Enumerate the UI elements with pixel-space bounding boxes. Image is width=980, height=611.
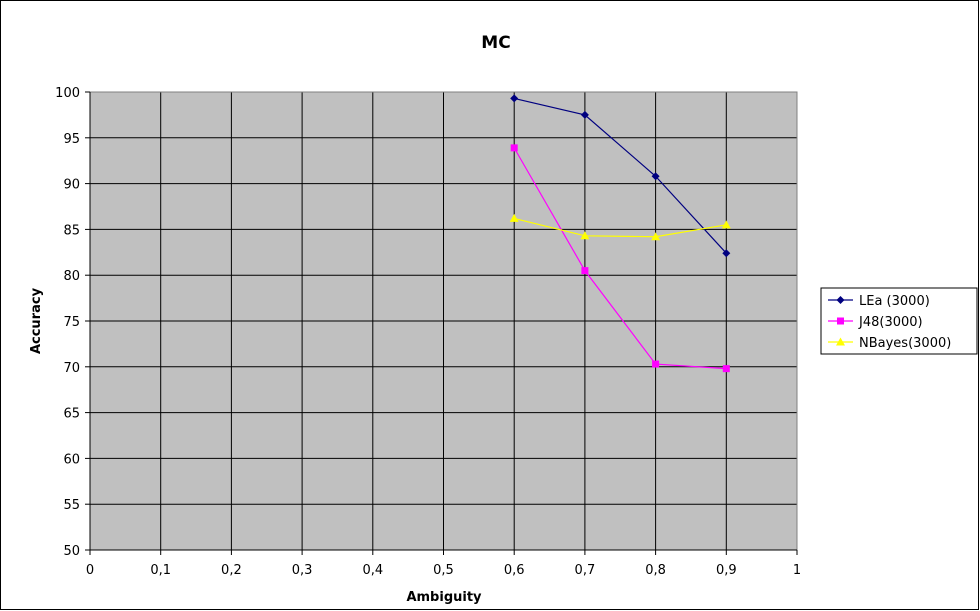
y-tick-label: 55 xyxy=(63,498,80,513)
legend-label: NBayes(3000) xyxy=(859,336,951,351)
x-tick-labels: 0 0,1 0,2 0,3 0,4 0,5 0,6 0,7 0,8 0,9 1 xyxy=(86,563,801,578)
x-tick-label: 0,1 xyxy=(150,563,171,578)
x-tick-label: 0,5 xyxy=(433,563,454,578)
series-2-point xyxy=(652,360,660,368)
legend-marker xyxy=(836,337,845,346)
legend-label: LEa (3000) xyxy=(859,294,930,309)
y-tick-label: 90 xyxy=(63,178,80,193)
series-3-line xyxy=(514,217,727,238)
y-tick-label: 70 xyxy=(63,361,80,376)
series-1-point xyxy=(510,94,519,103)
series-layer xyxy=(509,94,731,373)
x-tick-label: 0,6 xyxy=(504,563,525,578)
grid-lines xyxy=(90,92,797,550)
x-tick-label: 0,7 xyxy=(575,563,596,578)
x-tick-label: 1 xyxy=(793,563,801,578)
x-tick-label: 0 xyxy=(86,563,94,578)
series-3-point xyxy=(721,220,731,229)
x-tick-label: 0,2 xyxy=(221,563,242,578)
series-2-point xyxy=(581,267,589,275)
legend-entry-3: NBayes(3000) xyxy=(828,336,951,351)
y-tick-label: 50 xyxy=(63,544,80,559)
y-tick-label: 95 xyxy=(63,132,80,147)
series-1-point xyxy=(722,249,731,258)
axes xyxy=(85,91,798,555)
legend-entry-2: J48(3000) xyxy=(828,315,923,330)
y-tick-label: 65 xyxy=(63,407,80,422)
legend-label: J48(3000) xyxy=(858,315,923,330)
x-axis-title: Ambiguity xyxy=(406,590,482,605)
series-2-line xyxy=(513,147,727,370)
y-tick-label: 100 xyxy=(55,86,80,101)
series-1-point xyxy=(651,172,660,181)
y-tick-label: 60 xyxy=(63,452,80,467)
series-3-point xyxy=(651,232,661,241)
series-1 xyxy=(510,94,731,258)
series-1-line xyxy=(514,97,727,254)
legend: LEa (3000) J48(3000) NBayes(3000) xyxy=(820,287,978,355)
x-tick-label: 0,9 xyxy=(716,563,737,578)
series-1-point xyxy=(580,110,589,119)
series-2-point xyxy=(510,144,518,152)
series-3-point xyxy=(580,231,590,240)
legend-entry-1: LEa (3000) xyxy=(828,294,930,309)
x-tick-label: 0,4 xyxy=(362,563,383,578)
series-2-point xyxy=(722,365,730,373)
y-tick-label: 75 xyxy=(63,315,80,330)
legend-marker xyxy=(836,296,845,304)
y-tick-label: 85 xyxy=(63,223,80,238)
series-3-point xyxy=(509,213,519,222)
y-axis-title: Accuracy xyxy=(29,287,44,354)
y-tick-label: 80 xyxy=(63,269,80,284)
chart-title: MC xyxy=(481,33,510,53)
legend-marker xyxy=(837,317,844,325)
x-tick-label: 0,3 xyxy=(292,563,313,578)
series-2 xyxy=(510,144,730,373)
y-tick-labels: 50 55 60 65 70 75 80 85 90 95 100 xyxy=(55,86,80,559)
series-3 xyxy=(509,213,731,241)
x-tick-label: 0,8 xyxy=(645,563,666,578)
